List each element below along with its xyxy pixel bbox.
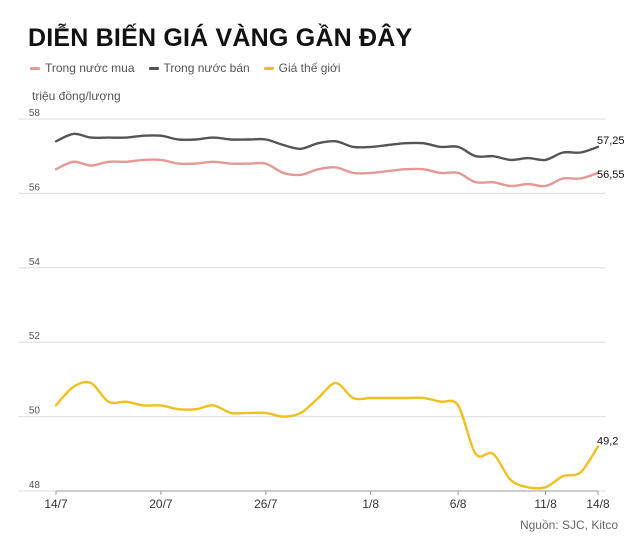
source-note: Nguồn: SJC, Kitco <box>519 518 618 532</box>
end-label-buy: 56,55 <box>597 169 625 181</box>
legend-item-buy: Trong nước mua <box>30 61 135 75</box>
y-tick-label: 52 <box>29 331 41 342</box>
legend-label-world: Giá thế giới <box>278 61 341 75</box>
y-tick-label: 56 <box>29 182 41 193</box>
legend-item-world: Giá thế giới <box>263 61 341 75</box>
y-tick-label: 58 <box>29 108 41 119</box>
y-axis-unit-label: triệu đồng/lượng <box>32 89 121 103</box>
x-tick-label: 20/7 <box>149 497 173 511</box>
x-tick-label: 1/8 <box>362 497 379 511</box>
chart-title: DIỄN BIẾN GIÁ VÀNG GẦN ĐÂY <box>28 24 413 52</box>
legend-swatch-sell <box>148 66 159 70</box>
y-tick-label: 50 <box>29 406 41 417</box>
y-tick-label: 48 <box>29 480 41 491</box>
end-label-sell: 57,25 <box>597 135 625 147</box>
legend-item-sell: Trong nước bán <box>148 61 250 75</box>
legend-label-buy: Trong nước mua <box>45 61 135 75</box>
legend: Trong nước mua Trong nước bán Giá thế gi… <box>30 61 341 75</box>
legend-swatch-buy <box>30 66 40 70</box>
x-tick-label: 11/8 <box>534 497 557 511</box>
end-label-world: 49,2 <box>597 435 618 447</box>
x-tick-label: 14/8 <box>586 497 610 511</box>
x-tick-label: 14/7 <box>44 497 68 511</box>
x-tick-label: 6/8 <box>450 497 467 511</box>
legend-swatch-world <box>263 66 274 70</box>
series-line-sell <box>54 132 600 162</box>
x-tick-label: 26/7 <box>254 497 278 511</box>
series-line-buy <box>54 158 600 188</box>
legend-label-sell: Trong nước bán <box>163 61 250 75</box>
series-line-world <box>54 380 600 490</box>
y-tick-label: 54 <box>29 257 41 268</box>
